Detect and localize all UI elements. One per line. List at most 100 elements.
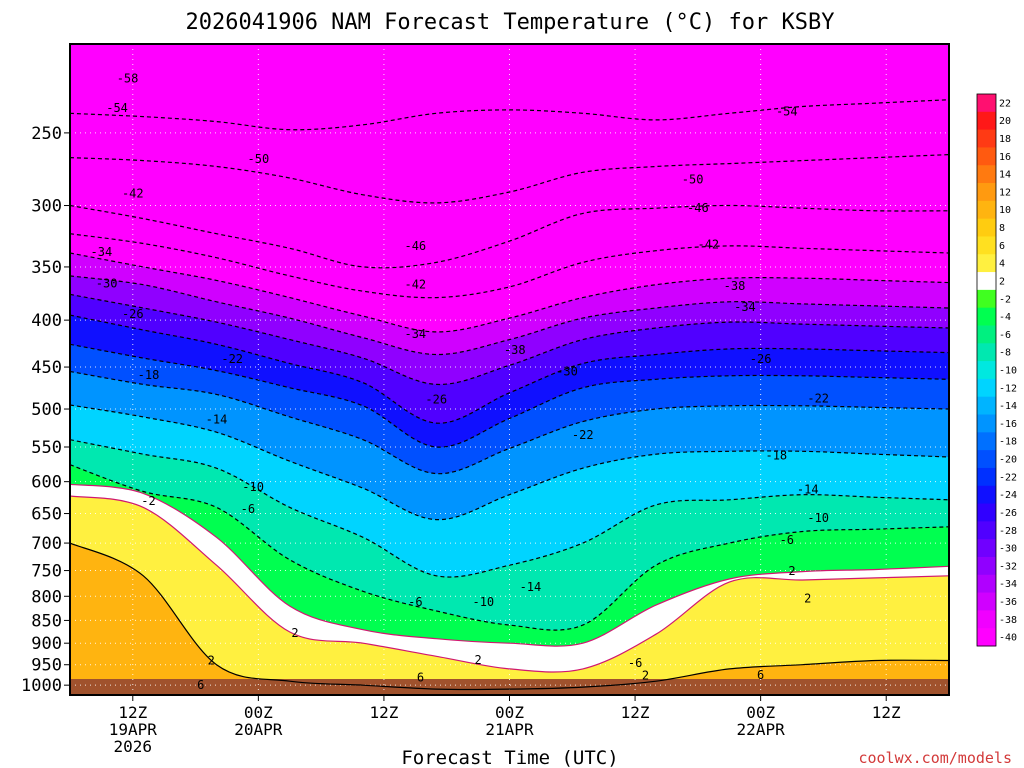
isotherm-line bbox=[70, 404, 949, 521]
colorbar-swatch bbox=[977, 361, 996, 380]
colorbar-label: 10 bbox=[999, 205, 1011, 216]
x-tick-label: 00Z bbox=[244, 703, 273, 722]
contour-label: -34 bbox=[91, 245, 113, 259]
contour-label: -34 bbox=[404, 327, 426, 341]
x-tick-label: 19APR bbox=[109, 720, 158, 739]
colorbar-frame bbox=[976, 93, 997, 647]
contour-label: -22 bbox=[221, 352, 243, 366]
colorbar-label: -34 bbox=[999, 579, 1017, 590]
x-tick-label: 12Z bbox=[369, 703, 398, 722]
colorbar-swatch bbox=[977, 378, 996, 398]
colorbar-label: 22 bbox=[999, 98, 1011, 109]
contour-label: -58 bbox=[117, 71, 139, 85]
colorbar-label: -20 bbox=[999, 455, 1017, 466]
colorbar-label: 16 bbox=[999, 152, 1011, 163]
y-tick-label: 300 bbox=[31, 197, 62, 217]
temperature-band bbox=[70, 496, 949, 695]
contour-label: -38 bbox=[724, 279, 746, 293]
contour-label: -2 bbox=[141, 494, 155, 508]
x-tick-label: 12Z bbox=[118, 703, 147, 722]
contour-label: 2 bbox=[208, 654, 215, 668]
colorbar-swatch bbox=[977, 556, 996, 576]
isotherm-line bbox=[70, 204, 949, 269]
colorbar-swatch bbox=[977, 236, 996, 255]
chart-title: 2026041906 NAM Forecast Temperature (°C)… bbox=[185, 10, 834, 35]
y-tick-label: 450 bbox=[31, 358, 62, 378]
contour-label: 6 bbox=[757, 668, 764, 682]
colorbar-label: -8 bbox=[999, 348, 1011, 359]
contour-label: -38 bbox=[504, 343, 526, 357]
contour-label: -26 bbox=[750, 352, 772, 366]
plot-area: -58 -54 -54 -50 -50 -46 -46 -42 -42 -42 -38 -38 -34 -… bbox=[70, 44, 949, 695]
contour-label: -14 bbox=[520, 580, 542, 594]
contour-label: -46 bbox=[687, 201, 709, 215]
x-tick-label: 20APR bbox=[234, 720, 283, 739]
isotherm-line bbox=[70, 483, 949, 647]
y-tick-label: 250 bbox=[31, 124, 62, 144]
colorbar-legend: 22 20 18 16 14 12 10 8 6 4 2 -2 -4 -6 -8 -10 -12 -14 -16 -1… bbox=[976, 93, 1017, 647]
x-tick-label: 2026 bbox=[114, 737, 153, 756]
isotherm-line bbox=[70, 293, 949, 386]
colorbar-swatch bbox=[977, 200, 996, 220]
contour-label: -10 bbox=[807, 511, 829, 525]
colorbar-swatch bbox=[977, 94, 996, 113]
x-tick-label: 00Z bbox=[495, 703, 524, 722]
isotherm-line bbox=[70, 370, 949, 475]
isotherm-line bbox=[70, 275, 949, 356]
contour-label: -54 bbox=[776, 105, 798, 119]
colorbar-swatch bbox=[977, 467, 996, 487]
colorbar-label: 20 bbox=[999, 116, 1011, 127]
contour-label: 6 bbox=[197, 678, 204, 692]
ground-layer bbox=[70, 679, 949, 695]
contour-label: -6 bbox=[408, 595, 422, 609]
y-tick-label: 800 bbox=[31, 587, 62, 607]
colorbar-label: -2 bbox=[999, 294, 1011, 305]
colorbar-swatch bbox=[977, 503, 996, 522]
colorbar-label: 12 bbox=[999, 187, 1011, 198]
contour-label: -14 bbox=[797, 483, 819, 497]
isotherm-line bbox=[70, 154, 949, 204]
contour-label: -6 bbox=[780, 533, 794, 547]
colorbar-swatch bbox=[977, 218, 996, 237]
contour-label: -30 bbox=[556, 364, 578, 378]
isotherm-line bbox=[70, 495, 949, 673]
colorbar-swatch bbox=[977, 254, 996, 273]
contour-label: -42 bbox=[404, 278, 426, 292]
contour-label: -42 bbox=[122, 186, 144, 200]
contour-label: -34 bbox=[734, 300, 756, 314]
colorbar-swatch bbox=[977, 396, 996, 416]
contour-label: -6 bbox=[241, 502, 255, 516]
colorbar-swatch bbox=[977, 272, 996, 291]
colorbar-swatch bbox=[977, 485, 996, 505]
colorbar-swatch bbox=[977, 628, 996, 647]
colorbar-label: -12 bbox=[999, 383, 1017, 394]
colorbar-swatch bbox=[977, 129, 996, 148]
contour-label: -50 bbox=[682, 172, 704, 186]
colorbar-label: -4 bbox=[999, 312, 1011, 323]
y-tick-label: 950 bbox=[31, 656, 62, 676]
contour-label: 2 bbox=[642, 668, 649, 682]
contour-label: -10 bbox=[242, 480, 264, 494]
y-tick-label: 1000 bbox=[21, 676, 62, 696]
contour-label: -30 bbox=[96, 277, 118, 291]
contour-label: -6 bbox=[628, 656, 642, 670]
colorbar-swatch bbox=[977, 574, 996, 594]
contour-label: -50 bbox=[248, 152, 270, 166]
isotherm-line bbox=[70, 439, 949, 578]
colorbar-label: 18 bbox=[999, 134, 1011, 145]
y-tick-label: 600 bbox=[31, 473, 62, 493]
isotherm-line bbox=[70, 233, 949, 299]
y-tick-label: 700 bbox=[31, 534, 62, 554]
gridlines bbox=[70, 44, 949, 695]
colorbar-label: -16 bbox=[999, 419, 1017, 430]
contour-label: -22 bbox=[572, 428, 594, 442]
colorbar-label: -26 bbox=[999, 508, 1017, 519]
isotherm-line bbox=[70, 343, 949, 448]
colorbar-label: 2 bbox=[999, 276, 1005, 287]
isotherm-lines bbox=[70, 99, 949, 691]
x-tick-label: 12Z bbox=[872, 703, 901, 722]
y-tick-label: 850 bbox=[31, 611, 62, 631]
contour-label: -54 bbox=[106, 101, 128, 115]
contour-label: -42 bbox=[697, 238, 719, 252]
contour-label: 2 bbox=[474, 653, 481, 667]
